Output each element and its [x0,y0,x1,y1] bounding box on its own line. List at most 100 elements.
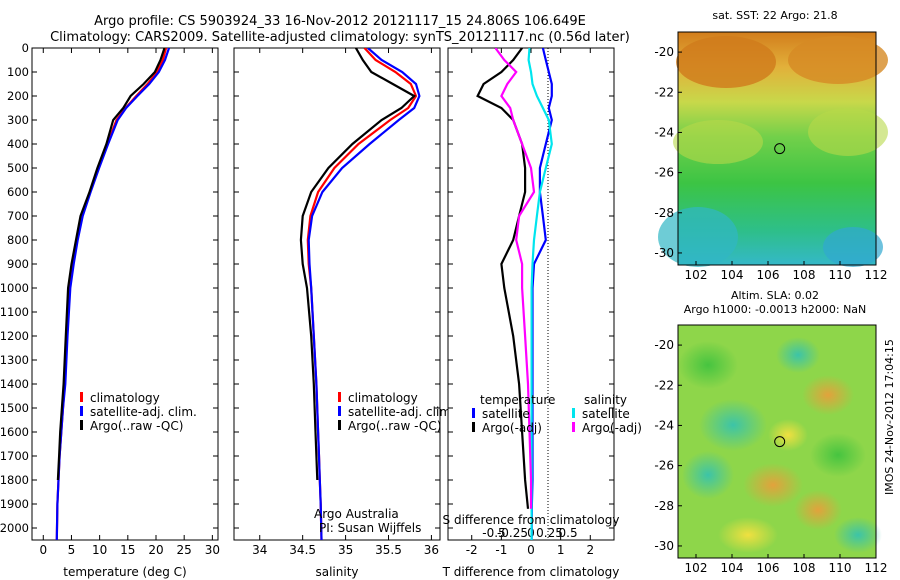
x-tick-label: -1 [495,543,507,557]
map-y-tick-label: -22 [654,85,674,99]
x-tick-label: 34 [252,543,267,557]
depth-tick-label: 1400 [0,377,29,391]
x-tick-label: 34.5 [289,543,316,557]
top-tick-label: 0.25 [536,526,563,540]
salinity-axes-box [233,47,441,541]
series-line-temperature-argo-adj- [476,48,530,509]
x-tick-label: 0 [527,543,535,557]
legend-label-argo: Argo(..raw -QC) [348,419,441,433]
depth-tick-label: 1200 [0,329,29,343]
sst-cool-patch [823,227,883,267]
sst-mid-patch [808,108,888,156]
x-tick-label: 30 [205,543,220,557]
x-tick-label: 0 [39,543,47,557]
map-x-tick-label: 106 [757,561,780,575]
temperature-diff-legend: temperature satellite Argo(-adj) [472,393,555,435]
legend-label-temp-argo: Argo(-adj) [482,421,542,435]
depth-tick-label: 500 [7,161,29,175]
depth-ticks: 0 100 200 300 400 500 600 700 800 900 1000 1100 1200… [0,41,218,535]
title-line-2: Climatology: CARS2009. Satellite-adjuste… [50,30,630,45]
sst-warm-patch [676,36,776,88]
legend-swatch-temp-argo [472,422,475,432]
sst-warm-patch [788,36,888,84]
salinity-panel: 34 34.5 35 35.5 36 climatology satellite-adj… [233,47,455,579]
legend-swatch-argo [338,420,341,430]
difference-x-ticks: -2 -1 0 1 2 [466,48,594,557]
map-x-tick-label: 112 [865,268,888,282]
top-tick-label: -0.5 [482,526,505,540]
sla-patch [802,375,854,415]
map-x-tick-label: 110 [829,268,852,282]
map-x-tick-label: 102 [685,268,708,282]
depth-tick-label: 1600 [0,425,29,439]
depth-tick-label: 1900 [0,497,29,511]
map-x-tick-label: 108 [793,268,816,282]
sla-map-panel: Altim. SLA: 0.02 Argo h1000: -0.0013 h20… [654,289,887,575]
x-tick-label: 15 [120,543,135,557]
temperature-x-label: temperature (deg C) [63,565,186,579]
map-y-tick-label: -20 [654,338,674,352]
series-line-argo-raw-qc- [299,48,417,481]
legend-title-salinity: salinity [584,393,627,407]
depth-tick-label: 800 [7,233,29,247]
sst-map-frame [677,31,877,266]
depth-tick-label: 900 [7,257,29,271]
difference-panel: -2 -1 0 1 2 -0.5-0.25 0 0.250.5 temperature sa… [442,47,642,579]
salinity-y-tickmarks [234,47,440,529]
legend-swatch-argo [80,420,83,430]
temperature-series [55,48,171,540]
depth-tick-label: 1000 [0,281,29,295]
map-x-tick-label: 112 [865,561,888,575]
sla-patch [810,433,866,477]
temperature-x-ticks: 0 5 10 15 20 25 30 [39,48,220,557]
sla-map-frame [677,324,877,559]
map-y-tick-label: -26 [654,166,674,180]
depth-tick-label: 2000 [0,521,29,535]
legend-swatch-satellite [338,406,341,416]
difference-series [476,48,553,540]
sla-patch [699,399,767,451]
depth-tick-label: 100 [7,65,29,79]
depth-tick-label: 1800 [0,473,29,487]
x-tick-label: 25 [177,543,192,557]
sla-patch [768,419,808,451]
x-tick-label: 1 [557,543,565,557]
sla-patch [743,463,803,507]
map-y-tick-label: -26 [654,459,674,473]
legend-label-temp-sat: satellite [482,407,530,421]
argo-australia-label: Argo Australia [314,507,399,521]
x-tick-label: 2 [586,543,594,557]
x-tick-label: 10 [92,543,107,557]
sst-map-panel: sat. SST: 22 Argo: 21.8 102 104 106 108 110 1… [654,9,888,282]
map-x-tick-label: 104 [721,561,744,575]
depth-tick-label: 1300 [0,353,29,367]
legend-swatch-temp-sat [472,408,475,418]
temperature-panel: 0100200300400500600700800900100011001200… [0,41,220,579]
salinity-x-ticks: 34 34.5 35 35.5 36 [252,48,439,557]
s-difference-label: S difference from climatology [443,513,620,527]
x-tick-label: 35.5 [375,543,402,557]
x-tick-label: 20 [148,543,163,557]
legend-swatch-sal-argo [572,422,575,432]
depth-tick-label: 0 [22,41,29,55]
top-tick-label: -0.25 [497,526,528,540]
map-x-tick-label: 110 [829,561,852,575]
series-line-salinity-satellite [527,48,553,540]
legend-swatch-climatology [80,392,83,402]
map-x-tick-label: 102 [685,561,708,575]
legend-label-climatology: climatology [348,391,418,405]
legend-label-sal-argo: Argo(-adj) [582,421,642,435]
legend-title-temperature: temperature [480,393,555,407]
sla-patch [794,490,842,530]
sla-patch [776,337,820,373]
map-y-tick-label: -24 [654,125,674,139]
x-tick-label: -2 [466,543,478,557]
legend-label-sal-sat: satellite [582,407,630,421]
depth-tick-label: 700 [7,209,29,223]
map-y-tick-label: -22 [654,378,674,392]
legend-label-satellite: satellite-adj. clim. [90,405,197,419]
sst-mid-patch [673,120,763,164]
x-tick-label: 5 [68,543,76,557]
map-y-tick-label: -30 [654,539,674,553]
sla-map-title-1: Altim. SLA: 0.02 [731,289,819,302]
